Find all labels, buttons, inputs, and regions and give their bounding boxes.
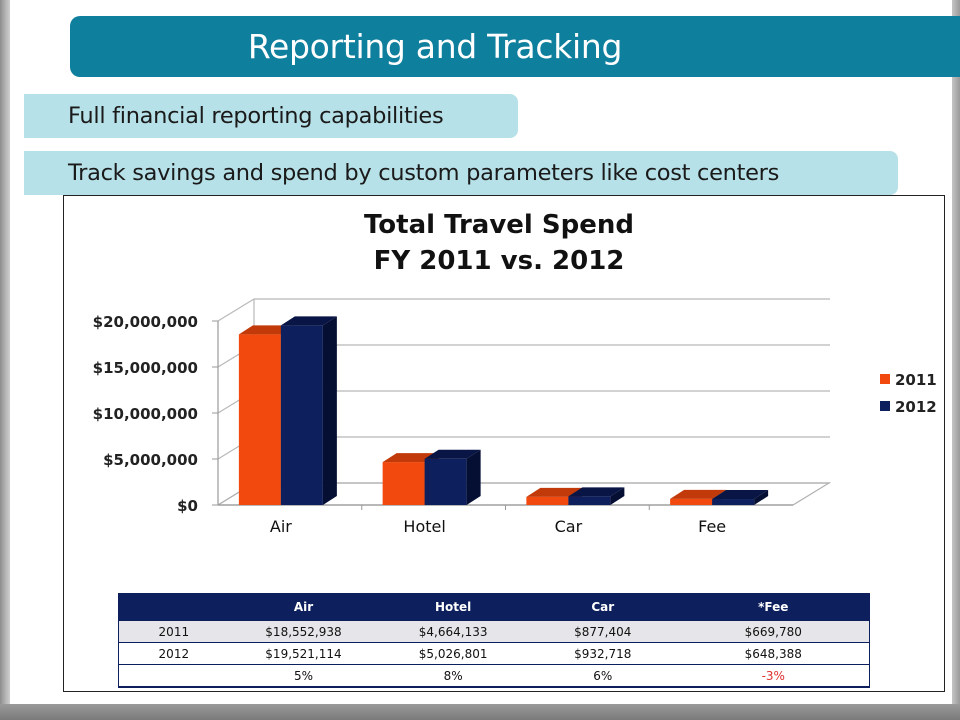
bar-2011-hotel: [382, 462, 425, 505]
chart-subtitle: FY 2011 vs. 2012: [374, 246, 625, 276]
slide-title: Reporting and Tracking: [247, 27, 623, 66]
bar-side-2012-car: [610, 487, 625, 505]
bullet-tracking: Track savings and spend by custom parame…: [24, 151, 898, 195]
bar-side-2012-fee: [754, 490, 769, 505]
legend-label-2012: 2012: [895, 398, 937, 416]
table-header: Air: [228, 593, 379, 621]
table-row: 2011 $18,552,938 $4,664,133 $877,404 $66…: [118, 620, 870, 643]
slide: Reporting and Tracking Full financial re…: [10, 0, 960, 704]
y-tick-label: $20,000,000: [93, 313, 198, 331]
table-header: Hotel: [378, 593, 528, 621]
legend-swatch-2011: [880, 374, 890, 384]
bar-2012-hotel: [424, 458, 467, 505]
table-header: Car: [527, 593, 678, 621]
bar-2012-car: [568, 496, 611, 505]
y-tick-label: $10,000,000: [93, 405, 198, 423]
bar-top-2011-fee: [670, 489, 727, 499]
table-cell: $669,780: [677, 620, 870, 643]
bar-2012-air: [280, 325, 323, 505]
y-tick-label: $5,000,000: [103, 451, 198, 469]
table-cell: $4,664,133: [378, 620, 528, 643]
table-cell: $877,404: [527, 620, 678, 643]
table-row: 5% 8% 6% -3%: [118, 664, 870, 688]
bar-2011-car: [526, 496, 569, 505]
table-cell: -3%: [677, 664, 870, 688]
legend-label-2011: 2011: [895, 371, 937, 389]
table-cell: $648,388: [677, 642, 870, 665]
spend-table-container: Air Hotel Car *Fee 2011 $18,552,938 $4,6…: [118, 593, 870, 688]
bar-top-2012-fee: [712, 490, 769, 500]
x-tick-label: Hotel: [403, 517, 445, 536]
bar-side-2012-air: [322, 316, 337, 505]
table-cell: $932,718: [527, 642, 678, 665]
bar-2012-fee: [712, 499, 755, 505]
table-cell: $5,026,801: [378, 642, 528, 665]
x-tick-label: Air: [270, 517, 292, 536]
x-tick-label: Fee: [698, 517, 726, 536]
table-header-row: Air Hotel Car *Fee: [118, 593, 870, 621]
legend-swatch-2012: [880, 401, 890, 411]
table-header: [118, 593, 229, 621]
chart-title: Total Travel Spend: [364, 210, 634, 240]
x-tick-label: Car: [555, 517, 583, 536]
bar-top-2012-car: [568, 487, 625, 497]
table-cell: 6%: [527, 664, 678, 688]
bar-2011-fee: [670, 498, 713, 505]
bottom-bar: [0, 704, 960, 720]
bar-top-2012-hotel: [424, 449, 481, 459]
table-cell: $19,521,114: [228, 642, 379, 665]
table-cell: 2012: [118, 642, 229, 665]
spend-table: Air Hotel Car *Fee 2011 $18,552,938 $4,6…: [118, 593, 870, 688]
table-header: *Fee: [677, 593, 870, 621]
gridline-depth: [217, 298, 255, 322]
bullet-reporting: Full financial reporting capabilities: [24, 94, 518, 138]
table-cell: [118, 664, 229, 688]
table-cell: 2011: [118, 620, 229, 643]
bar-side-2012-hotel: [466, 449, 481, 505]
bar-2011-air: [238, 334, 281, 505]
bar-top-2011-car: [526, 487, 583, 497]
table-cell: $18,552,938: [228, 620, 379, 643]
bar-top-2012-air: [280, 316, 337, 326]
travel-spend-chart: Total Travel Spend FY 2011 vs. 2012 $0 $5,0…: [93, 210, 937, 536]
table-cell: 5%: [228, 664, 379, 688]
table-cell: 8%: [378, 664, 528, 688]
table-row: 2012 $19,521,114 $5,026,801 $932,718 $64…: [118, 642, 870, 665]
title-bar: Reporting and Tracking: [70, 16, 960, 77]
y-tick-label: $0: [177, 497, 198, 515]
y-tick-label: $15,000,000: [93, 359, 198, 377]
